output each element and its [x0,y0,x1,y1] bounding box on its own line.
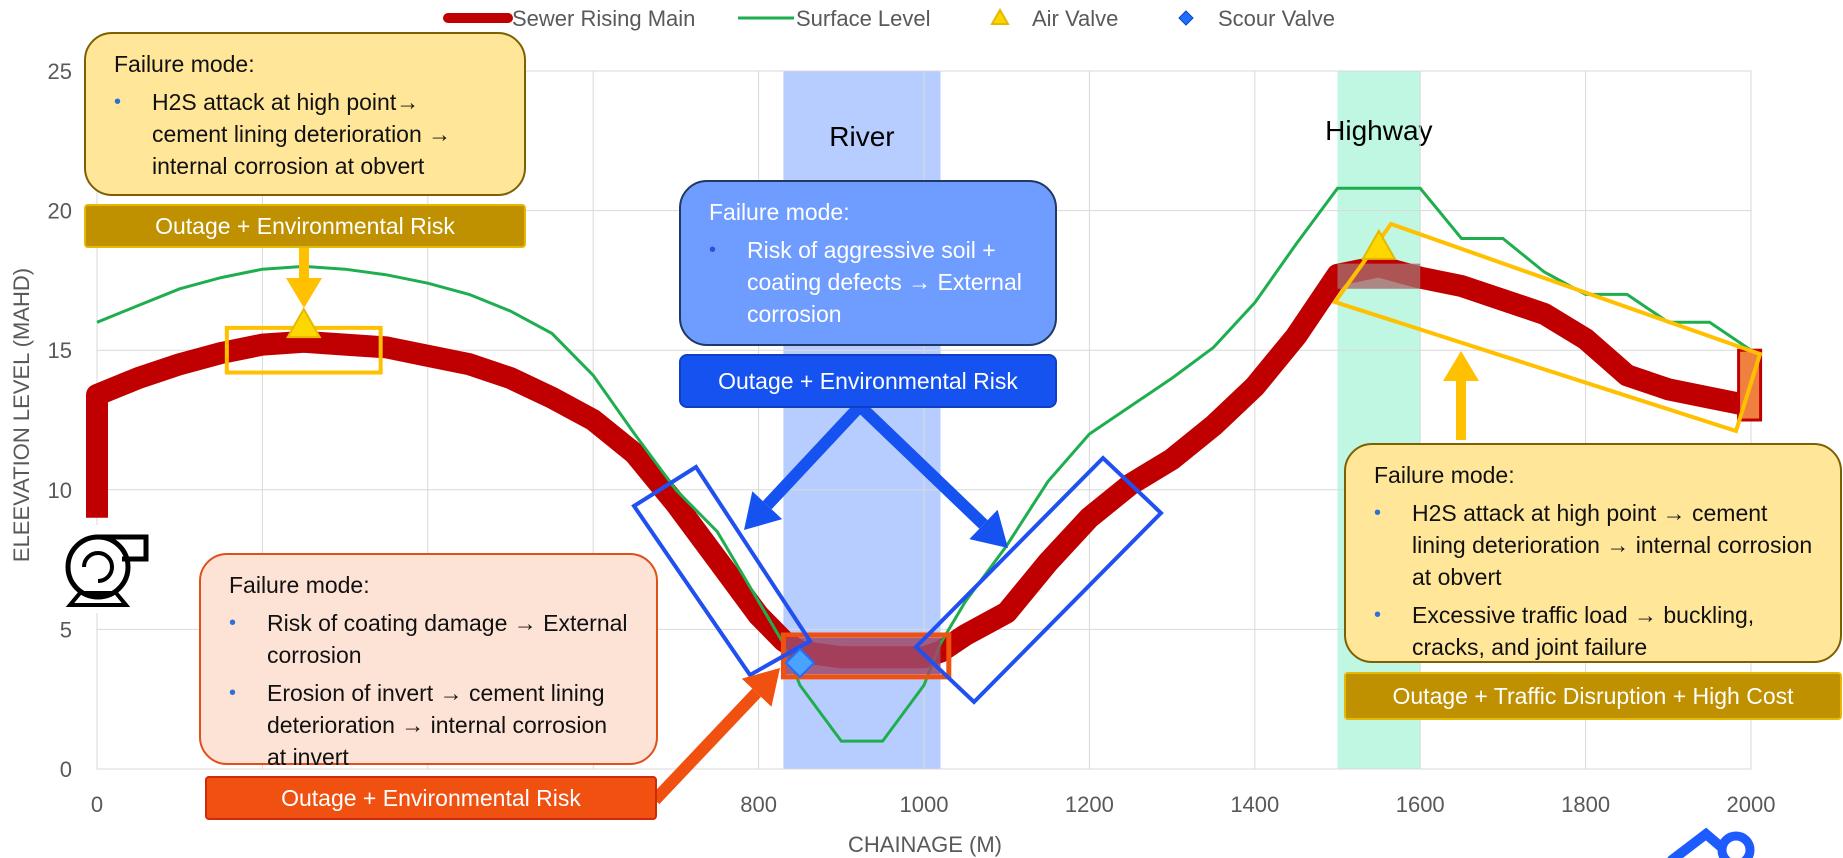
highlight-frame-river-left [631,464,813,678]
highlight-frame-river-right [913,455,1164,705]
arrow-river-right-shaft [855,401,988,529]
x-tick-label: 1800 [1561,792,1610,817]
x-tick-label: 1400 [1230,792,1279,817]
callout-item: • H2S attack at high point→ cement lining… [114,89,452,179]
banner-river: Outage + Environmental Risk [679,354,1057,408]
legend-label: Surface Level [796,6,931,31]
y-tick-label: 0 [60,757,72,782]
arrow-river-left-shaft [762,401,865,510]
air-valve-marker [286,307,322,339]
markers-layer [224,221,1763,705]
legend-label: Air Valve [1032,6,1118,31]
callout-right: Failure mode: • H2S attack at high point … [1344,443,1842,663]
x-tick-label: 1600 [1396,792,1445,817]
x-tick-label: 0 [91,792,103,817]
arrow-top-left-head [286,278,322,308]
y-tick-label: 5 [60,617,72,642]
banner-right: Outage + Traffic Disruption + High Cost [1344,672,1842,720]
zone-label: River [829,121,894,152]
series-line-surface-level [96,186,1752,743]
legend-swatch-scour-valve [1178,10,1194,26]
arrow-river-right-head [969,509,1008,548]
x-tick-label: 2000 [1727,792,1776,817]
arrow-river-left-head [744,491,783,530]
highway-crossing-segment [1337,263,1421,289]
x-tick-label: 1200 [1065,792,1114,817]
pump-icon [60,525,152,613]
logo-icon [1667,827,1755,858]
x-axis-title: CHAINAGE (M) [848,832,1002,857]
callout-item: • Excessive traffic load → buckling, crac… [1374,602,1755,660]
y-tick-label: 10 [48,478,72,503]
callout-item: • H2S attack at high point → cement linin… [1374,500,1813,590]
callout-bottom-left: Failure mode: • Risk of coating damage → … [199,553,658,770]
y-tick-label: 20 [48,199,72,224]
x-tick-label: 1000 [900,792,949,817]
zone-band [1337,71,1421,769]
callout-title: Failure mode: [229,572,370,598]
callout-top-left: Failure mode: • H2S attack at high point→… [84,32,526,196]
callout-item: • Erosion of invert → cement lining deter… [229,680,608,770]
callout-title: Failure mode: [114,51,255,77]
callout-title: Failure mode: [1374,462,1515,488]
y-tick-label: 15 [48,338,72,363]
scour-valve-marker [784,647,816,679]
legend-label: Sewer Rising Main [512,6,695,31]
callout-title: Failure mode: [709,199,850,225]
callout-item: • Risk of coating damage → External corro… [229,610,628,668]
legend-label: Scour Valve [1218,6,1335,31]
y-tick-label: 25 [48,59,72,84]
callout-item: • Risk of aggressive soil + coating defec… [709,237,1022,327]
air-valve-marker [1361,228,1397,260]
x-tick-label: 800 [740,792,777,817]
y-axis-title: ELEEVATION LEVEL (MAHD) [9,268,34,562]
legend-swatch-air-valve [990,7,1010,25]
arrow-right-head [1443,351,1479,381]
callout-river: Failure mode: • Risk of aggressive soil +… [679,180,1057,346]
arrows-layer [286,247,1479,805]
banner-top-left: Outage + Environmental Risk [84,204,526,248]
arrow-bottom-left-shaft [650,688,761,805]
banner-bottom-left: Outage + Environmental Risk [205,776,657,820]
legend-layer: Sewer Rising Main Surface Level Air Valve S… [443,6,1335,31]
zone-label: Highway [1325,115,1432,146]
arrow-bottom-left-head [741,668,780,707]
